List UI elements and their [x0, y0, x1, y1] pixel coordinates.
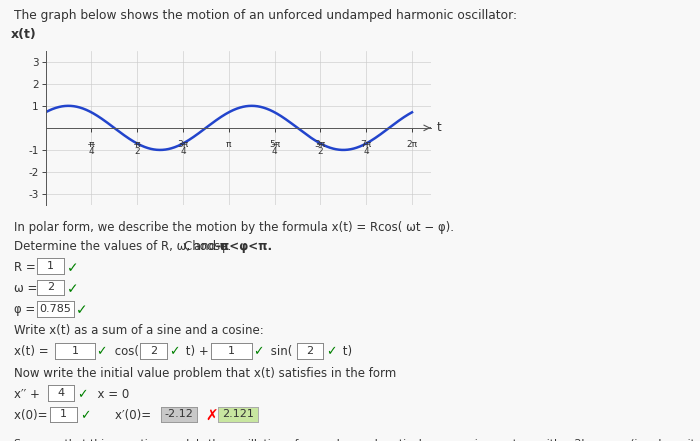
Text: t) +: t) + [182, 345, 209, 359]
Text: Now write the initial value problem that x(t) satisfies in the form: Now write the initial value problem that… [14, 366, 396, 380]
Text: 2: 2 [47, 282, 54, 292]
Text: x = 0: x = 0 [90, 388, 129, 401]
Text: 2π: 2π [407, 140, 418, 149]
Text: 1: 1 [228, 346, 235, 356]
Text: ω =: ω = [14, 282, 41, 295]
Text: 0.785: 0.785 [39, 303, 71, 314]
Text: 2: 2 [134, 146, 140, 156]
Text: t: t [436, 121, 441, 135]
Text: cos(: cos( [111, 345, 139, 359]
Text: 2: 2 [150, 346, 157, 356]
Text: 4: 4 [272, 146, 277, 156]
Text: x(t): x(t) [11, 29, 36, 41]
Text: sin(: sin( [267, 345, 293, 359]
Text: -2.12: -2.12 [164, 409, 194, 419]
Text: Determine the values of R, ω, and φ.: Determine the values of R, ω, and φ. [14, 239, 239, 253]
Text: Write x(t) as a sum of a sine and a cosine:: Write x(t) as a sum of a sine and a cosi… [14, 324, 264, 337]
Text: ✓: ✓ [66, 282, 78, 296]
Text: 5π: 5π [269, 140, 280, 149]
Text: ✓: ✓ [326, 345, 337, 359]
Text: t): t) [339, 345, 352, 359]
Text: R =: R = [14, 261, 39, 274]
Text: ✓: ✓ [76, 303, 88, 317]
Text: 1: 1 [60, 409, 67, 419]
Text: 3π: 3π [177, 140, 188, 149]
Text: π: π [134, 140, 140, 149]
Text: x(t) =: x(t) = [14, 345, 52, 359]
Text: 4: 4 [363, 146, 369, 156]
Text: ✗: ✗ [201, 409, 218, 424]
Text: -π<φ<π.: -π<φ<π. [216, 239, 273, 253]
Text: ✓: ✓ [77, 388, 88, 401]
Text: Suppose that this equation models the oscillation of an undamped vertical mass-s: Suppose that this equation models the os… [14, 438, 700, 441]
Text: 3π: 3π [315, 140, 326, 149]
Text: x(0)=: x(0)= [14, 409, 51, 422]
Text: 2: 2 [318, 146, 323, 156]
Text: In polar form, we describe the motion by the formula x(t) = Rcos( ωt − φ).: In polar form, we describe the motion by… [14, 220, 454, 233]
Text: The graph below shows the motion of an unforced undamped harmonic oscillator:: The graph below shows the motion of an u… [14, 9, 517, 22]
Text: 1: 1 [47, 261, 54, 271]
Text: π: π [89, 140, 94, 149]
Text: 7π: 7π [360, 140, 372, 149]
Text: π: π [226, 140, 232, 149]
Text: 2.121: 2.121 [223, 409, 254, 419]
Text: 4: 4 [88, 146, 94, 156]
Text: ✓: ✓ [66, 261, 78, 275]
Text: x′′ +: x′′ + [14, 388, 43, 401]
Text: 4: 4 [180, 146, 186, 156]
Text: x′(0)=: x′(0)= [116, 409, 155, 422]
Text: ✓: ✓ [169, 345, 180, 359]
Text: φ =: φ = [14, 303, 39, 316]
Text: ✓: ✓ [80, 409, 90, 422]
Text: 4: 4 [57, 388, 64, 398]
Text: 1: 1 [71, 346, 78, 356]
Text: ✓: ✓ [253, 345, 264, 359]
Text: Choose: Choose [184, 239, 231, 253]
Text: ✓: ✓ [97, 345, 107, 359]
Text: 2: 2 [307, 346, 314, 356]
